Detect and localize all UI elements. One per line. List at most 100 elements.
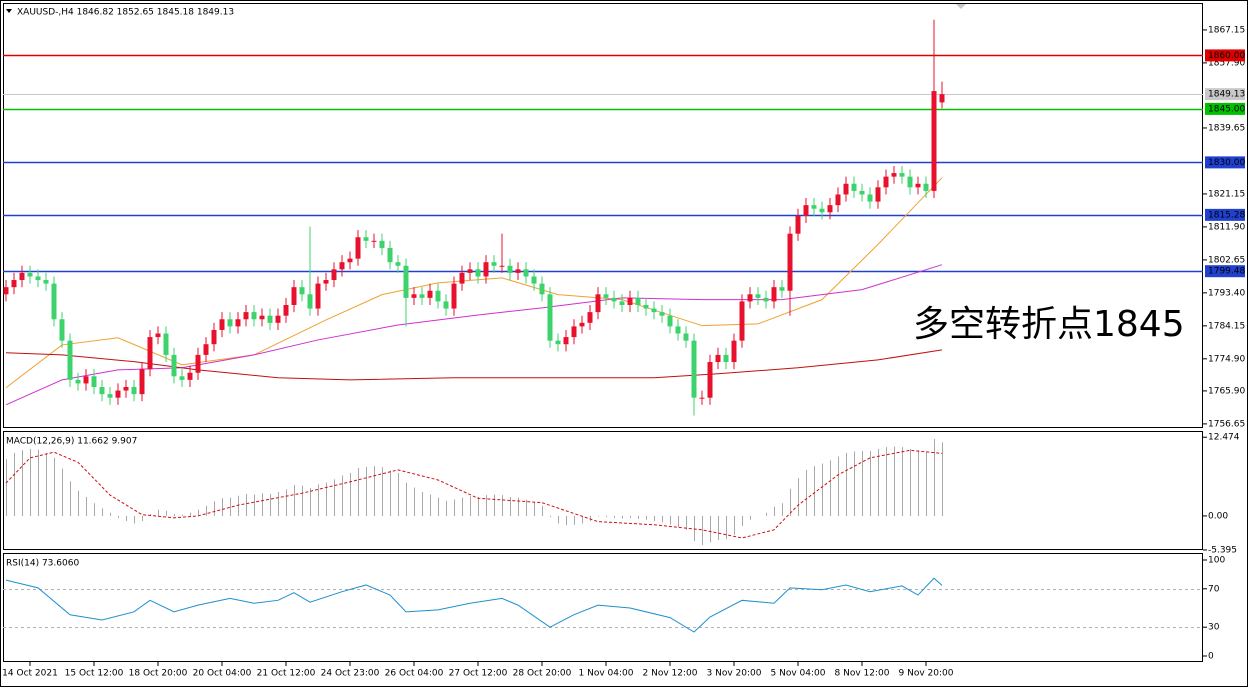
level-label-box xyxy=(1205,265,1245,278)
candle-body xyxy=(275,315,281,323)
candle-body xyxy=(675,326,681,334)
level-label-box xyxy=(1205,102,1245,115)
candle-body xyxy=(819,208,825,213)
panel-title: MACD(12,26,9) 11.662 9.907 xyxy=(6,437,137,447)
candle-body xyxy=(891,173,897,177)
candle-body xyxy=(403,265,409,298)
candle-body xyxy=(83,376,89,384)
annotation: 多空转折点1845 xyxy=(913,304,1185,345)
candle-body xyxy=(595,294,601,313)
candle-body xyxy=(107,394,113,398)
candle-body xyxy=(11,280,17,288)
y-tick-label: -5.395 xyxy=(1208,545,1237,555)
candle-body xyxy=(779,287,785,291)
candle-body xyxy=(3,287,9,295)
indicator-line xyxy=(5,349,943,381)
candle-body xyxy=(587,312,593,323)
candle-body xyxy=(243,312,249,320)
candle-body xyxy=(51,283,57,320)
candle-body xyxy=(467,269,473,273)
candle-body xyxy=(363,237,369,241)
candle-body xyxy=(67,340,73,380)
candle-body xyxy=(539,283,545,295)
x-tick-label: 28 Oct 20:00 xyxy=(513,669,572,679)
candle-body xyxy=(315,283,321,309)
level-label-box xyxy=(1205,208,1245,221)
candle-body xyxy=(203,344,209,355)
x-tick-label: 2 Nov 12:00 xyxy=(643,669,698,679)
candle-body xyxy=(75,379,81,384)
x-tick-label: 15 Oct 12:00 xyxy=(65,669,124,679)
y-tick-label: 0 xyxy=(1208,652,1214,662)
candle-body xyxy=(211,329,217,345)
candle-body xyxy=(811,205,817,209)
candle-body xyxy=(427,290,433,298)
candle-body xyxy=(715,354,721,363)
candle-body xyxy=(915,183,921,188)
candle-body xyxy=(755,294,761,298)
candle-body xyxy=(147,337,153,370)
y-tick-label: 12.474 xyxy=(1208,433,1240,443)
candle-body xyxy=(603,294,609,298)
level-label: 1845.00 xyxy=(1208,104,1245,114)
candle-body xyxy=(523,269,529,277)
x-tick-label: 26 Oct 04:00 xyxy=(385,669,444,679)
candle-body xyxy=(443,301,449,309)
candle-body xyxy=(627,297,633,305)
candle-body xyxy=(547,294,553,341)
panel-title: RSI(14) 73.6060 xyxy=(6,559,79,569)
y-tick-label: 0.00 xyxy=(1208,511,1228,521)
candle-body xyxy=(395,262,401,266)
candle-body xyxy=(59,319,65,341)
candle-body xyxy=(339,262,345,270)
candle-body xyxy=(683,333,689,341)
candle-body xyxy=(451,283,457,309)
candle-body xyxy=(291,287,297,305)
candle-body xyxy=(123,386,129,391)
level-label-box xyxy=(1205,156,1245,169)
candle-body xyxy=(835,194,841,206)
candle-body xyxy=(579,322,585,327)
x-tick-label: 27 Oct 12:00 xyxy=(449,669,508,679)
x-tick-label: 21 Oct 12:00 xyxy=(257,669,316,679)
candle-body xyxy=(491,262,497,266)
y-tick-label: 1793.40 xyxy=(1208,288,1245,298)
level-label-box xyxy=(1205,49,1245,62)
candle-body xyxy=(787,233,793,291)
panel-title: XAUUSD-,H4 1846.82 1852.65 1845.18 1849.… xyxy=(17,8,234,18)
candle-body xyxy=(323,280,329,284)
candle-body xyxy=(555,340,561,345)
candle-body xyxy=(867,194,873,202)
candle-body xyxy=(131,386,137,395)
candle-body xyxy=(387,247,393,263)
candle-body xyxy=(115,390,121,398)
y-tick-label: 70 xyxy=(1208,584,1220,594)
x-tick-label: 24 Oct 23:00 xyxy=(321,669,380,679)
x-tick-label: 20 Oct 04:00 xyxy=(193,669,252,679)
candle-body xyxy=(651,308,657,313)
candle-body xyxy=(827,205,833,213)
x-tick-label: 5 Nov 04:00 xyxy=(771,669,826,679)
candle-body xyxy=(179,376,185,380)
menu-arrow[interactable] xyxy=(6,9,12,13)
candle-body xyxy=(475,269,481,277)
y-tick-label: 1802.65 xyxy=(1208,255,1245,265)
candle-body xyxy=(899,173,905,177)
x-tick-label: 3 Nov 20:00 xyxy=(707,669,762,679)
candle-body xyxy=(259,315,265,320)
candle-body xyxy=(731,340,737,363)
candle-body xyxy=(499,265,505,267)
candle-body xyxy=(851,183,857,191)
candle-body xyxy=(803,205,809,216)
candle-body xyxy=(251,312,257,320)
x-tick-label: 14 Oct 2021 xyxy=(2,669,58,679)
level-label: 1799.48 xyxy=(1208,267,1245,277)
candle-body xyxy=(355,237,361,259)
candle-body xyxy=(283,304,289,316)
candle-body xyxy=(883,176,889,188)
indicator-line xyxy=(5,449,943,539)
y-tick-label: 1811.90 xyxy=(1208,222,1245,232)
indicator-line xyxy=(5,264,943,406)
candle-body xyxy=(139,369,145,395)
